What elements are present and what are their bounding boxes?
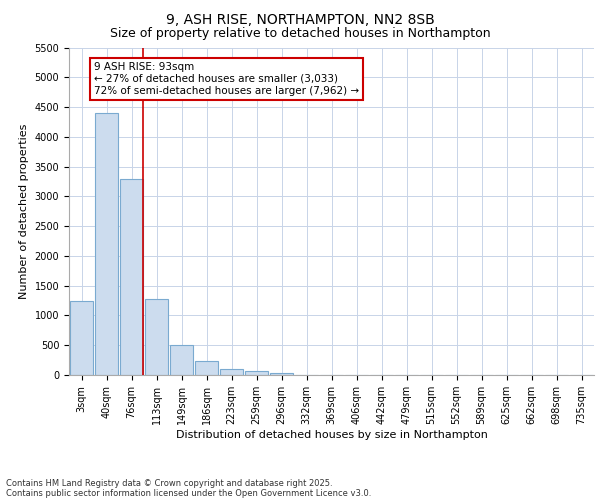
Text: Contains HM Land Registry data © Crown copyright and database right 2025.: Contains HM Land Registry data © Crown c… <box>6 478 332 488</box>
Text: Contains public sector information licensed under the Open Government Licence v3: Contains public sector information licen… <box>6 488 371 498</box>
Bar <box>270 373 293 375</box>
Bar <box>120 178 143 375</box>
Text: 9 ASH RISE: 93sqm
← 27% of detached houses are smaller (3,033)
72% of semi-detac: 9 ASH RISE: 93sqm ← 27% of detached hous… <box>94 62 359 96</box>
Text: Size of property relative to detached houses in Northampton: Size of property relative to detached ho… <box>110 28 490 40</box>
X-axis label: Distribution of detached houses by size in Northampton: Distribution of detached houses by size … <box>176 430 487 440</box>
Text: 9, ASH RISE, NORTHAMPTON, NN2 8SB: 9, ASH RISE, NORTHAMPTON, NN2 8SB <box>166 12 434 26</box>
Bar <box>220 369 243 375</box>
Y-axis label: Number of detached properties: Number of detached properties <box>19 124 29 299</box>
Bar <box>145 299 168 375</box>
Bar <box>195 360 218 375</box>
Bar <box>170 345 193 375</box>
Bar <box>70 300 93 375</box>
Bar <box>245 371 268 375</box>
Bar <box>95 113 118 375</box>
